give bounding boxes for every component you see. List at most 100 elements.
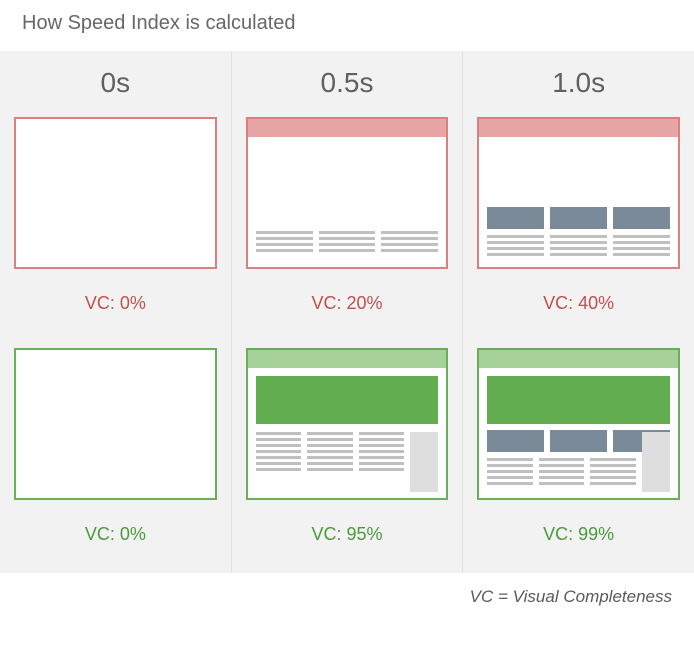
text-column <box>539 458 585 485</box>
text-line <box>590 458 636 461</box>
text-line <box>319 231 376 234</box>
frame-cell <box>0 111 232 279</box>
frame-text-columns <box>487 458 636 485</box>
text-line <box>487 458 533 461</box>
text-line <box>613 241 670 244</box>
browser-frame <box>477 117 680 269</box>
diagram-title: How Speed Index is calculated <box>0 0 694 51</box>
text-line <box>590 470 636 473</box>
text-line <box>359 450 405 453</box>
frame-topbar <box>479 350 678 368</box>
text-line <box>359 432 405 435</box>
vc-cell: VC: 0% <box>0 279 232 342</box>
text-line <box>487 482 533 485</box>
frame-sidebar <box>410 432 438 492</box>
text-column <box>550 235 607 256</box>
text-column <box>256 432 302 471</box>
frame-hero <box>487 376 670 424</box>
vc-label: VC: 20% <box>246 285 449 332</box>
frame-blocks <box>487 207 670 229</box>
text-line <box>590 476 636 479</box>
frame-text-columns <box>256 432 405 471</box>
vc-cell: VC: 0% <box>0 510 232 573</box>
text-line <box>256 444 302 447</box>
text-line <box>307 444 353 447</box>
text-column <box>381 231 438 252</box>
frame-row-green <box>0 342 694 510</box>
text-line <box>319 249 376 252</box>
text-line <box>590 482 636 485</box>
text-line <box>256 432 302 435</box>
text-line <box>613 253 670 256</box>
text-column <box>256 231 313 252</box>
frame-hero <box>256 376 439 424</box>
browser-frame <box>246 117 449 269</box>
vc-label: VC: 0% <box>14 285 217 332</box>
vc-cell: VC: 95% <box>232 510 464 573</box>
text-line <box>613 247 670 250</box>
diagram-footer: VC = Visual Completeness <box>0 573 694 607</box>
text-line <box>487 235 544 238</box>
block-item <box>487 207 544 229</box>
block-item <box>487 430 544 452</box>
text-column <box>487 235 544 256</box>
text-column <box>613 235 670 256</box>
block-item <box>550 430 607 452</box>
text-line <box>307 468 353 471</box>
frame-topbar <box>248 350 447 368</box>
frame-sidebar <box>642 432 670 492</box>
text-line <box>550 253 607 256</box>
browser-frame <box>246 348 449 500</box>
text-line <box>539 470 585 473</box>
text-column <box>307 432 353 471</box>
time-header-row: 0s0.5s1.0s <box>0 51 694 111</box>
vc-label: VC: 0% <box>14 516 217 563</box>
text-line <box>256 450 302 453</box>
frame-text-columns <box>487 235 670 256</box>
text-line <box>381 249 438 252</box>
text-column <box>590 458 636 485</box>
text-line <box>381 243 438 246</box>
vc-label: VC: 99% <box>477 516 680 563</box>
text-line <box>256 243 313 246</box>
block-item <box>550 207 607 229</box>
browser-frame <box>477 348 680 500</box>
time-header: 0s <box>0 51 232 111</box>
text-line <box>359 468 405 471</box>
text-line <box>359 438 405 441</box>
time-header: 0.5s <box>232 51 464 111</box>
text-line <box>359 456 405 459</box>
text-line <box>307 456 353 459</box>
text-line <box>256 249 313 252</box>
text-line <box>487 241 544 244</box>
text-column <box>487 458 533 485</box>
vc-row-red: VC: 0% VC: 20% VC: 40% <box>0 279 694 342</box>
frame-cell <box>232 342 464 510</box>
text-line <box>539 458 585 461</box>
text-line <box>381 231 438 234</box>
text-line <box>307 462 353 465</box>
text-line <box>256 462 302 465</box>
frame-topbar <box>248 119 447 137</box>
text-line <box>256 468 302 471</box>
vc-label: VC: 40% <box>477 285 680 332</box>
vc-cell: VC: 20% <box>232 279 464 342</box>
text-line <box>539 482 585 485</box>
text-line <box>487 470 533 473</box>
text-line <box>359 462 405 465</box>
vc-cell: VC: 99% <box>463 510 694 573</box>
text-line <box>487 476 533 479</box>
vc-label: VC: 95% <box>246 516 449 563</box>
text-column <box>359 432 405 471</box>
browser-frame <box>14 117 217 269</box>
diagram-grid: 0s0.5s1.0s VC: 0%VC: 20%VC: 40%VC: 0%VC:… <box>0 51 694 573</box>
text-line <box>319 237 376 240</box>
text-line <box>487 464 533 467</box>
text-line <box>307 450 353 453</box>
text-line <box>613 235 670 238</box>
text-line <box>307 432 353 435</box>
time-header: 1.0s <box>463 51 694 111</box>
text-line <box>539 476 585 479</box>
text-line <box>487 247 544 250</box>
text-line <box>256 231 313 234</box>
